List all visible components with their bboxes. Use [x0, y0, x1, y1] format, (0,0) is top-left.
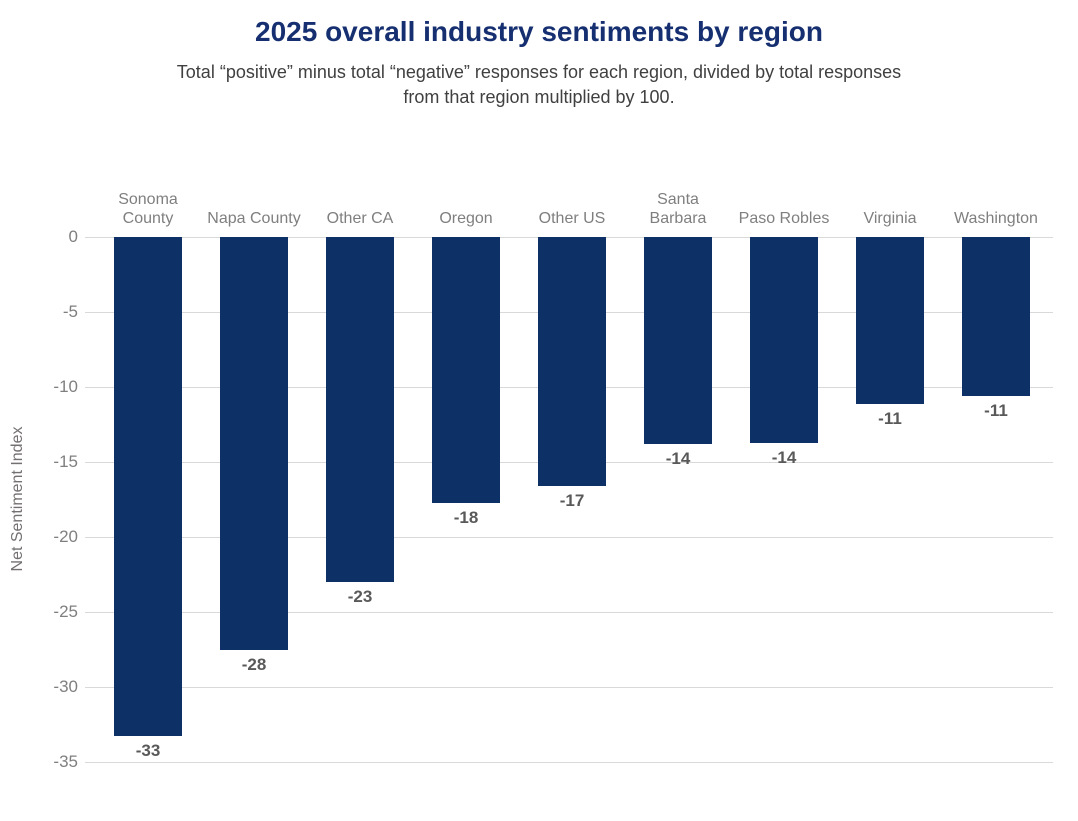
category-label-line: Other CA	[326, 210, 394, 227]
category-label: Oregon	[401, 209, 531, 228]
value-label: -11	[984, 401, 1008, 420]
category-label: Paso Robles	[719, 209, 849, 228]
category-label: Virginia	[825, 209, 955, 228]
bar-santa-barbara	[644, 237, 712, 444]
category-label-line: County	[122, 210, 174, 227]
chart-subtitle: Total “positive” minus total “negative” …	[176, 62, 902, 107]
bar-other-ca	[326, 237, 394, 582]
y-tick-label: -20	[53, 527, 78, 546]
bar-virginia	[856, 237, 924, 404]
y-axis-title: Net Sentiment Index	[9, 426, 26, 572]
bar-napa-county	[220, 237, 288, 650]
category-label-line: Oregon	[439, 210, 493, 227]
y-tick-label: -35	[53, 752, 78, 771]
category-label: Sonoma County	[83, 190, 213, 228]
category-label-line: Washington	[954, 210, 1038, 227]
value-label: -17	[559, 491, 585, 510]
y-tick-label: -15	[53, 452, 78, 471]
category-label: Other CA	[295, 209, 425, 228]
category-label-line: Barbara	[649, 210, 707, 227]
value-label: -11	[878, 409, 902, 428]
gridline	[85, 537, 1053, 538]
category-label-line: Sonoma	[118, 191, 178, 208]
y-tick-label: -30	[53, 677, 78, 696]
category-label-line: Virginia	[863, 210, 917, 227]
value-label: -14	[665, 449, 691, 468]
y-tick-label: -10	[53, 377, 78, 396]
bar-other-us	[538, 237, 606, 486]
category-label: Napa County	[189, 209, 319, 228]
y-tick-label: -25	[53, 602, 78, 621]
category-label: Other US	[507, 209, 637, 228]
bar-washington	[962, 237, 1030, 396]
bar-paso-robles	[750, 237, 818, 443]
category-label-line: Napa County	[207, 210, 301, 227]
bar-oregon	[432, 237, 500, 503]
value-label: -28	[241, 655, 267, 674]
y-tick-label: 0	[68, 227, 78, 246]
category-label: Santa Barbara	[613, 190, 743, 228]
value-label: -33	[135, 741, 161, 760]
bar-sonoma-county	[114, 237, 182, 736]
chart-title: 2025 overall industry sentiments by regi…	[255, 16, 823, 47]
gridline	[85, 762, 1053, 763]
value-label: -18	[453, 508, 479, 527]
y-tick-label: -5	[62, 302, 78, 321]
category-label-line: Paso Robles	[738, 210, 830, 227]
category-label-line: Other US	[538, 210, 606, 227]
value-label: -23	[347, 587, 373, 606]
gridline	[85, 612, 1053, 613]
gridline	[85, 687, 1053, 688]
category-label-line: Santa	[657, 191, 699, 208]
category-label: Washington	[931, 209, 1061, 228]
value-label: -14	[771, 448, 797, 467]
